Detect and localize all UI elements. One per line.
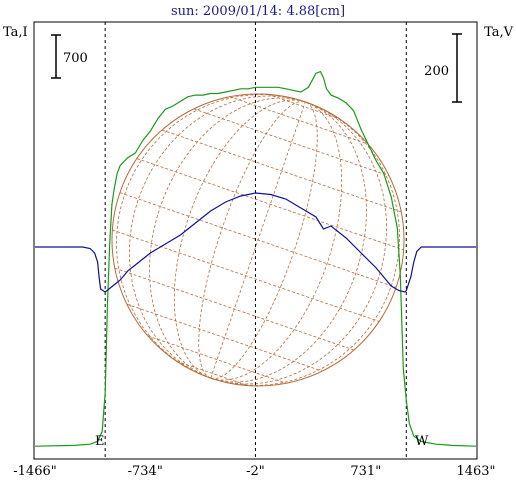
disk-parallel <box>193 108 390 177</box>
x-tick-label: -2" <box>246 464 265 479</box>
scale-bar-left: 700 <box>51 34 88 79</box>
limb-markers <box>104 22 407 459</box>
series-line-I <box>34 70 477 447</box>
scale-bar-left-label: 700 <box>63 51 88 66</box>
limb-label-west: W <box>415 434 429 449</box>
disk-meridian <box>149 97 306 379</box>
disk-outline <box>111 93 405 387</box>
series-line-V <box>35 192 476 293</box>
disk-parallel <box>147 335 287 384</box>
scale-bar-right-label: 200 <box>424 64 449 79</box>
left-axis-label: Ta,I <box>3 25 28 40</box>
disk-meridian <box>210 101 367 383</box>
x-tick-label: 1463" <box>456 464 495 479</box>
disk-meridian <box>210 101 401 386</box>
disk-parallel <box>126 303 323 372</box>
x-tick-label: -734" <box>128 464 163 479</box>
x-tick-label: -1466" <box>13 464 56 479</box>
right-axis-label: Ta,V <box>484 25 514 40</box>
disk-parallel <box>229 96 369 145</box>
disk-meridian <box>210 101 318 380</box>
disk-meridian <box>210 101 343 381</box>
chart-title: sun: 2009/01/14: 4.88[cm] <box>171 4 345 19</box>
disk-parallel <box>136 158 404 251</box>
disk-parallel <box>114 267 355 351</box>
solar-disk-grid <box>111 93 405 387</box>
x-tick-label: 731" <box>350 464 381 479</box>
disk-meridian <box>198 100 306 379</box>
disk-meridian <box>128 95 306 379</box>
disk-meridian <box>173 99 306 379</box>
disk-parallel <box>119 192 397 288</box>
disk-parallel <box>112 229 380 322</box>
disk-parallel <box>267 93 340 120</box>
limb-label-east: E <box>95 434 105 449</box>
x-axis-ticks: -1466" -734" -2" 731" 1463" <box>13 464 495 479</box>
scale-bar-right: 200 <box>424 33 462 103</box>
disk-parallel <box>176 360 249 387</box>
disk-parallel <box>161 129 402 213</box>
